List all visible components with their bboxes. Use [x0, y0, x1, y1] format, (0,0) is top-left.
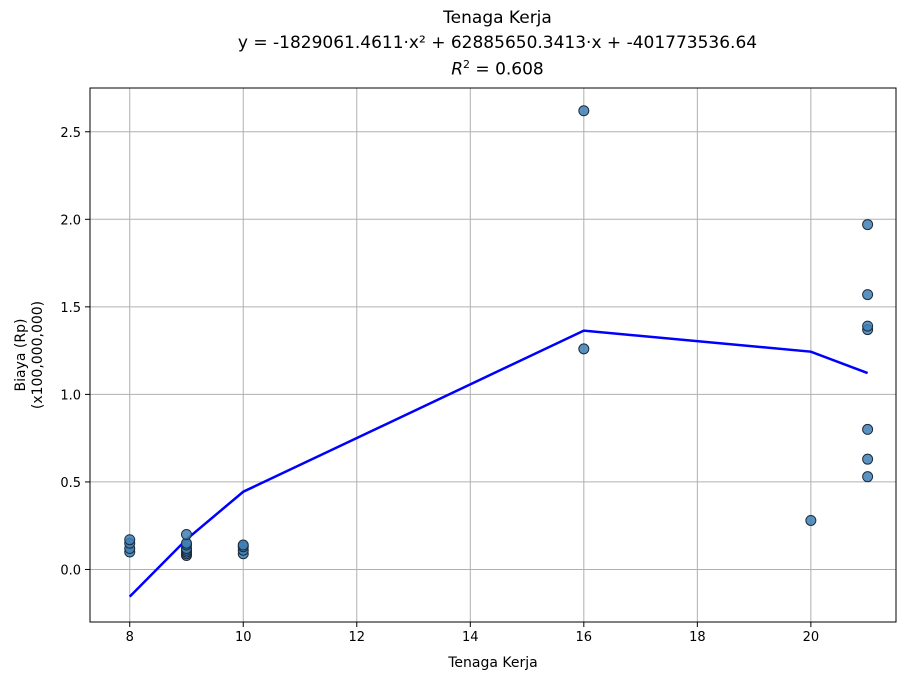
- r2-exponent: 2: [463, 58, 471, 71]
- x-tick-label: 18: [689, 630, 706, 645]
- data-point: [180, 528, 192, 540]
- r2-symbol: R: [451, 59, 464, 80]
- y-tick-label: 0.0: [60, 563, 81, 578]
- fit-curve-layer: [128, 329, 869, 598]
- y-tick-label: 0.5: [60, 476, 81, 491]
- data-point: [862, 423, 874, 435]
- x-tick-label: 20: [803, 630, 820, 645]
- data-point: [862, 453, 874, 465]
- chart-r2: R2 = 0.608: [0, 58, 897, 80]
- data-point: [862, 289, 874, 301]
- y-axis-label-line2: (x100,000,000): [30, 301, 46, 409]
- data-point: [862, 219, 874, 231]
- y-tick-label: 2.5: [60, 126, 81, 141]
- data-point: [862, 320, 874, 332]
- x-axis: 8 10 12 14 16 18 20: [126, 622, 820, 645]
- y-tick-label: 1.0: [60, 388, 81, 403]
- chart-equation: y = -1829061.4611·x² + 62885650.3413·x +…: [237, 33, 758, 53]
- y-tick-label: 2.0: [60, 213, 81, 228]
- data-point: [124, 534, 136, 546]
- x-tick-label: 14: [462, 630, 479, 645]
- fit-curve-line: [128, 329, 869, 598]
- y-tick-label: 1.5: [60, 301, 81, 316]
- y-axis: 0.0 0.5 1.0 1.5 2.0 2.5: [60, 126, 90, 578]
- data-point: [578, 105, 590, 117]
- x-tick-label: 16: [576, 630, 593, 645]
- points-layer: [124, 105, 874, 561]
- plot-frame: [89, 87, 897, 623]
- data-point: [805, 514, 817, 526]
- data-point: [578, 343, 590, 355]
- x-tick-label: 8: [126, 630, 134, 645]
- data-point: [237, 539, 249, 551]
- chart-title: Tenaga Kerja: [443, 8, 552, 28]
- x-tick-label: 12: [349, 630, 366, 645]
- x-axis-label: Tenaga Kerja: [447, 655, 537, 671]
- x-tick-label: 10: [235, 630, 252, 645]
- r2-value: = 0.608: [470, 59, 544, 80]
- data-point: [862, 471, 874, 483]
- y-axis-label-line1: Biaya (Rp): [13, 319, 29, 392]
- grid: [90, 88, 896, 622]
